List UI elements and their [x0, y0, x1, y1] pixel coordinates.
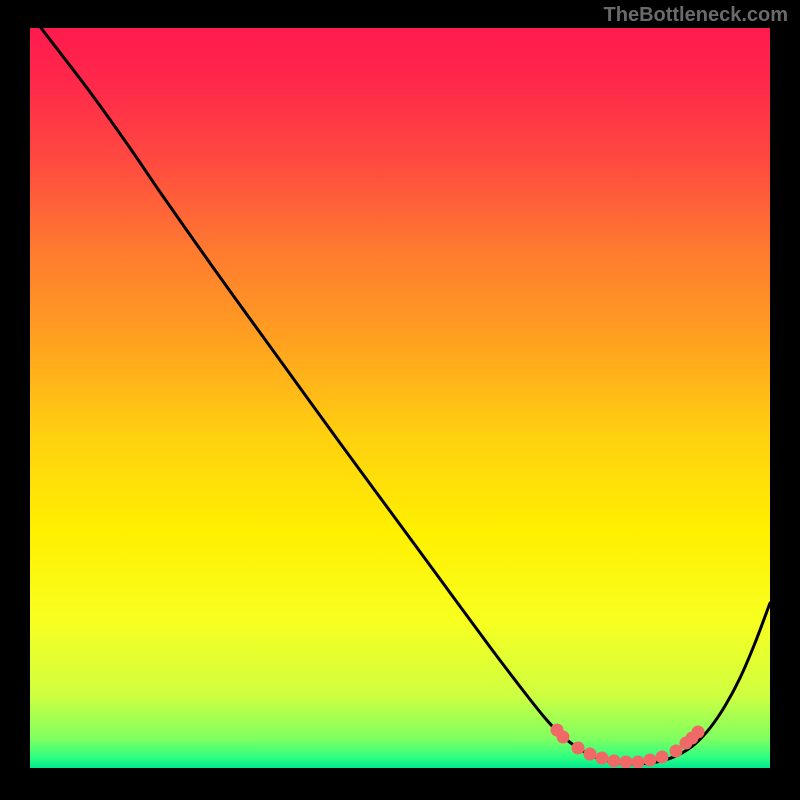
- data-marker: [656, 751, 669, 764]
- data-marker: [644, 754, 657, 767]
- plot-area: [30, 28, 770, 768]
- chart-container: TheBottleneck.com: [0, 0, 800, 800]
- data-marker: [557, 731, 570, 744]
- gradient-background: [30, 28, 770, 768]
- data-marker: [584, 748, 597, 761]
- watermark-text: TheBottleneck.com: [604, 4, 788, 27]
- data-marker: [608, 755, 621, 768]
- data-marker: [572, 742, 585, 755]
- data-marker: [620, 756, 633, 769]
- data-marker: [632, 756, 645, 769]
- data-marker: [596, 752, 609, 765]
- data-marker: [692, 726, 705, 739]
- chart-svg: [30, 28, 770, 768]
